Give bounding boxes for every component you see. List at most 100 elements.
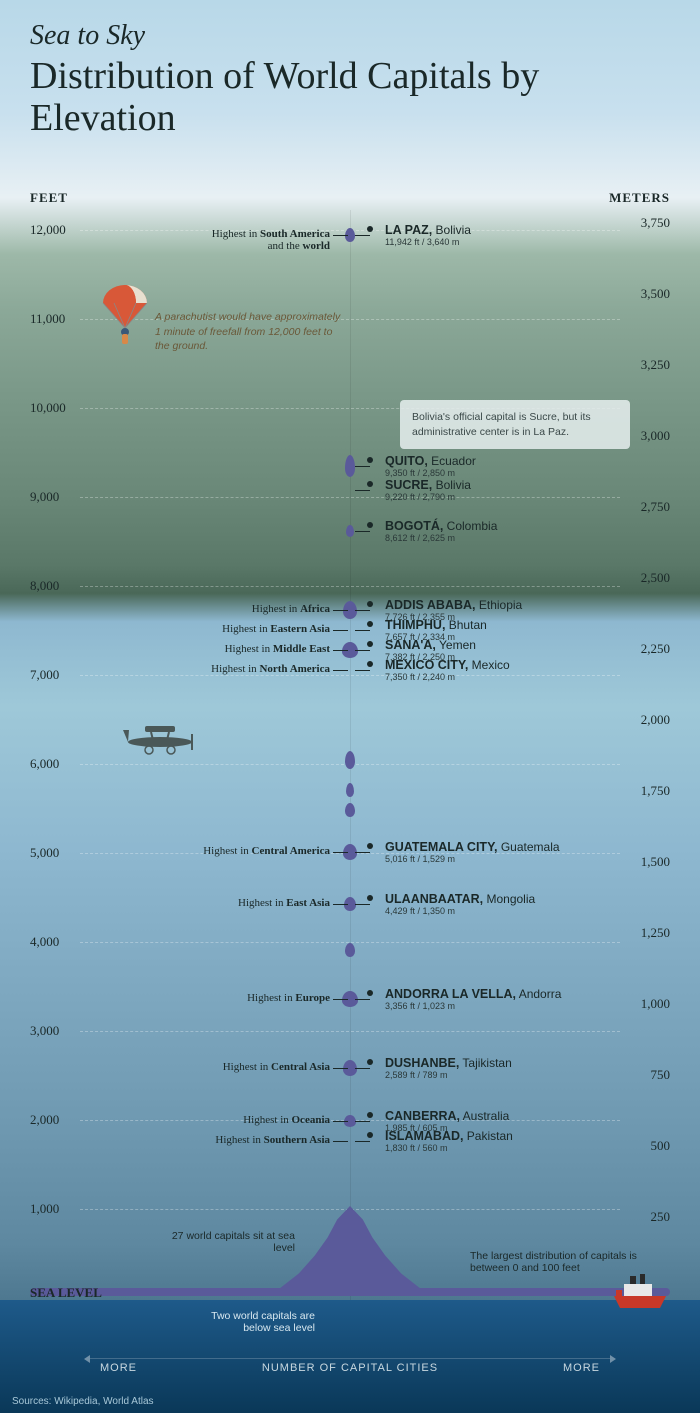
gridline [80,497,620,498]
tick-meters: 3,250 [641,357,670,373]
city-dot [367,1059,373,1065]
callout-label: Highest in Central Asia [223,1061,330,1073]
tick-meters: 1,750 [641,783,670,799]
connector-line [355,1068,370,1069]
violin-point [345,803,355,817]
connector-line [355,466,370,467]
callout-label: Highest in Oceania [243,1114,330,1126]
connector-line [355,650,370,651]
sealevel-note-left: 27 world capitals sit at sea level [165,1230,295,1254]
below-sealevel-note: Two world capitals are below sea level [185,1310,315,1334]
connector-line [333,999,348,1000]
city-elevation: 7,350 ft / 2,240 m [385,672,510,682]
gridline [80,586,620,587]
tick-feet: 8,000 [30,578,59,594]
city-dot [367,601,373,607]
city-dot [367,990,373,996]
connector-line [355,999,370,1000]
city-dot [367,843,373,849]
city-dot [367,895,373,901]
connector-line [333,610,348,611]
tick-meters: 3,000 [641,428,670,444]
city-dot [367,522,373,528]
city-name: LA PAZ, Bolivia [385,223,471,237]
city-dot [367,661,373,667]
connector-line [355,630,370,631]
tick-meters: 1,500 [641,854,670,870]
city-elevation: 9,350 ft / 2,850 m [385,468,476,478]
connector-line [355,610,370,611]
sucre-note: Bolivia's official capital is Sucre, but… [400,400,630,449]
city-name: THIMPHU, Bhutan [385,618,487,632]
tick-feet: 1,000 [30,1201,59,1217]
connector-line [355,852,370,853]
tick-meters: 3,500 [641,286,670,302]
connector-line [333,630,348,631]
city-dot [367,226,373,232]
tick-meters: 1,250 [641,925,670,941]
city-dot [367,641,373,647]
connector-line [333,650,348,651]
city-name: ISLAMABAD, Pakistan [385,1129,513,1143]
violin-point [345,455,355,477]
callout-label: Highest in Central America [203,845,330,857]
sealevel-spread [30,1288,670,1296]
connector-line [355,1141,370,1142]
city-name: DUSHANBE, Tajikistan [385,1056,512,1070]
callout-label: Highest in North America [211,663,330,675]
city-name: MEXICO CITY, Mexico [385,658,510,672]
city-elevation: 3,356 ft / 1,023 m [385,1001,561,1011]
city-item: ULAANBAATAR, Mongolia4,429 ft / 1,350 m [385,892,535,916]
connector-line [355,670,370,671]
tick-feet: 9,000 [30,489,59,505]
tick-meters: 2,250 [641,641,670,657]
tick-feet: 5,000 [30,845,59,861]
tick-feet: 11,000 [30,311,65,327]
callout-label: Highest in Africa [252,603,330,615]
axis-label-meters: METERS [609,190,670,206]
city-item: MEXICO CITY, Mexico7,350 ft / 2,240 m [385,658,510,682]
city-dot [367,1112,373,1118]
connector-line [355,235,370,236]
header: Sea to Sky Distribution of World Capital… [30,20,670,140]
connector-line [333,670,348,671]
tick-feet: 12,000 [30,222,66,238]
xaxis-more-left: MORE [100,1362,137,1374]
tick-meters: 750 [651,1067,671,1083]
callout-label: Highest in South Americaand the world [212,228,330,252]
callout-label: Highest in Eastern Asia [222,623,330,635]
violin-point [345,751,355,769]
title: Distribution of World Capitals by Elevat… [30,56,670,140]
callout-label: Highest in East Asia [238,897,330,909]
callout-label: Highest in Europe [247,992,330,1004]
city-dot [367,1132,373,1138]
city-item: DUSHANBE, Tajikistan2,589 ft / 789 m [385,1056,512,1080]
tick-meters: 250 [651,1209,671,1225]
connector-line [333,1068,348,1069]
city-elevation: 5,016 ft / 1,529 m [385,854,560,864]
tick-feet: 6,000 [30,756,59,772]
callout-label: Highest in Southern Asia [215,1134,330,1146]
city-elevation: 11,942 ft / 3,640 m [385,237,471,247]
sealevel-label: SEA LEVEL [30,1285,102,1301]
city-item: SUCRE, Bolivia9,220 ft / 2,790 m [385,478,471,502]
connector-line [333,904,348,905]
connector-line [355,904,370,905]
city-item: QUITO, Ecuador9,350 ft / 2,850 m [385,454,476,478]
xaxis-line [90,1358,610,1359]
city-name: QUITO, Ecuador [385,454,476,468]
tick-meters: 2,500 [641,570,670,586]
city-item: ISLAMABAD, Pakistan1,830 ft / 560 m [385,1129,513,1153]
city-elevation: 1,830 ft / 560 m [385,1143,513,1153]
city-item: BOGOTÁ, Colombia8,612 ft / 2,625 m [385,519,497,543]
tick-meters: 2,750 [641,499,670,515]
violin-point [345,943,355,957]
tick-meters: 2,000 [641,712,670,728]
connector-line [355,490,370,491]
city-dot [367,481,373,487]
xaxis-more-right: MORE [563,1362,600,1374]
gridline [80,1031,620,1032]
city-name: BOGOTÁ, Colombia [385,519,497,533]
tick-meters: 3,750 [641,215,670,231]
tick-feet: 2,000 [30,1112,59,1128]
